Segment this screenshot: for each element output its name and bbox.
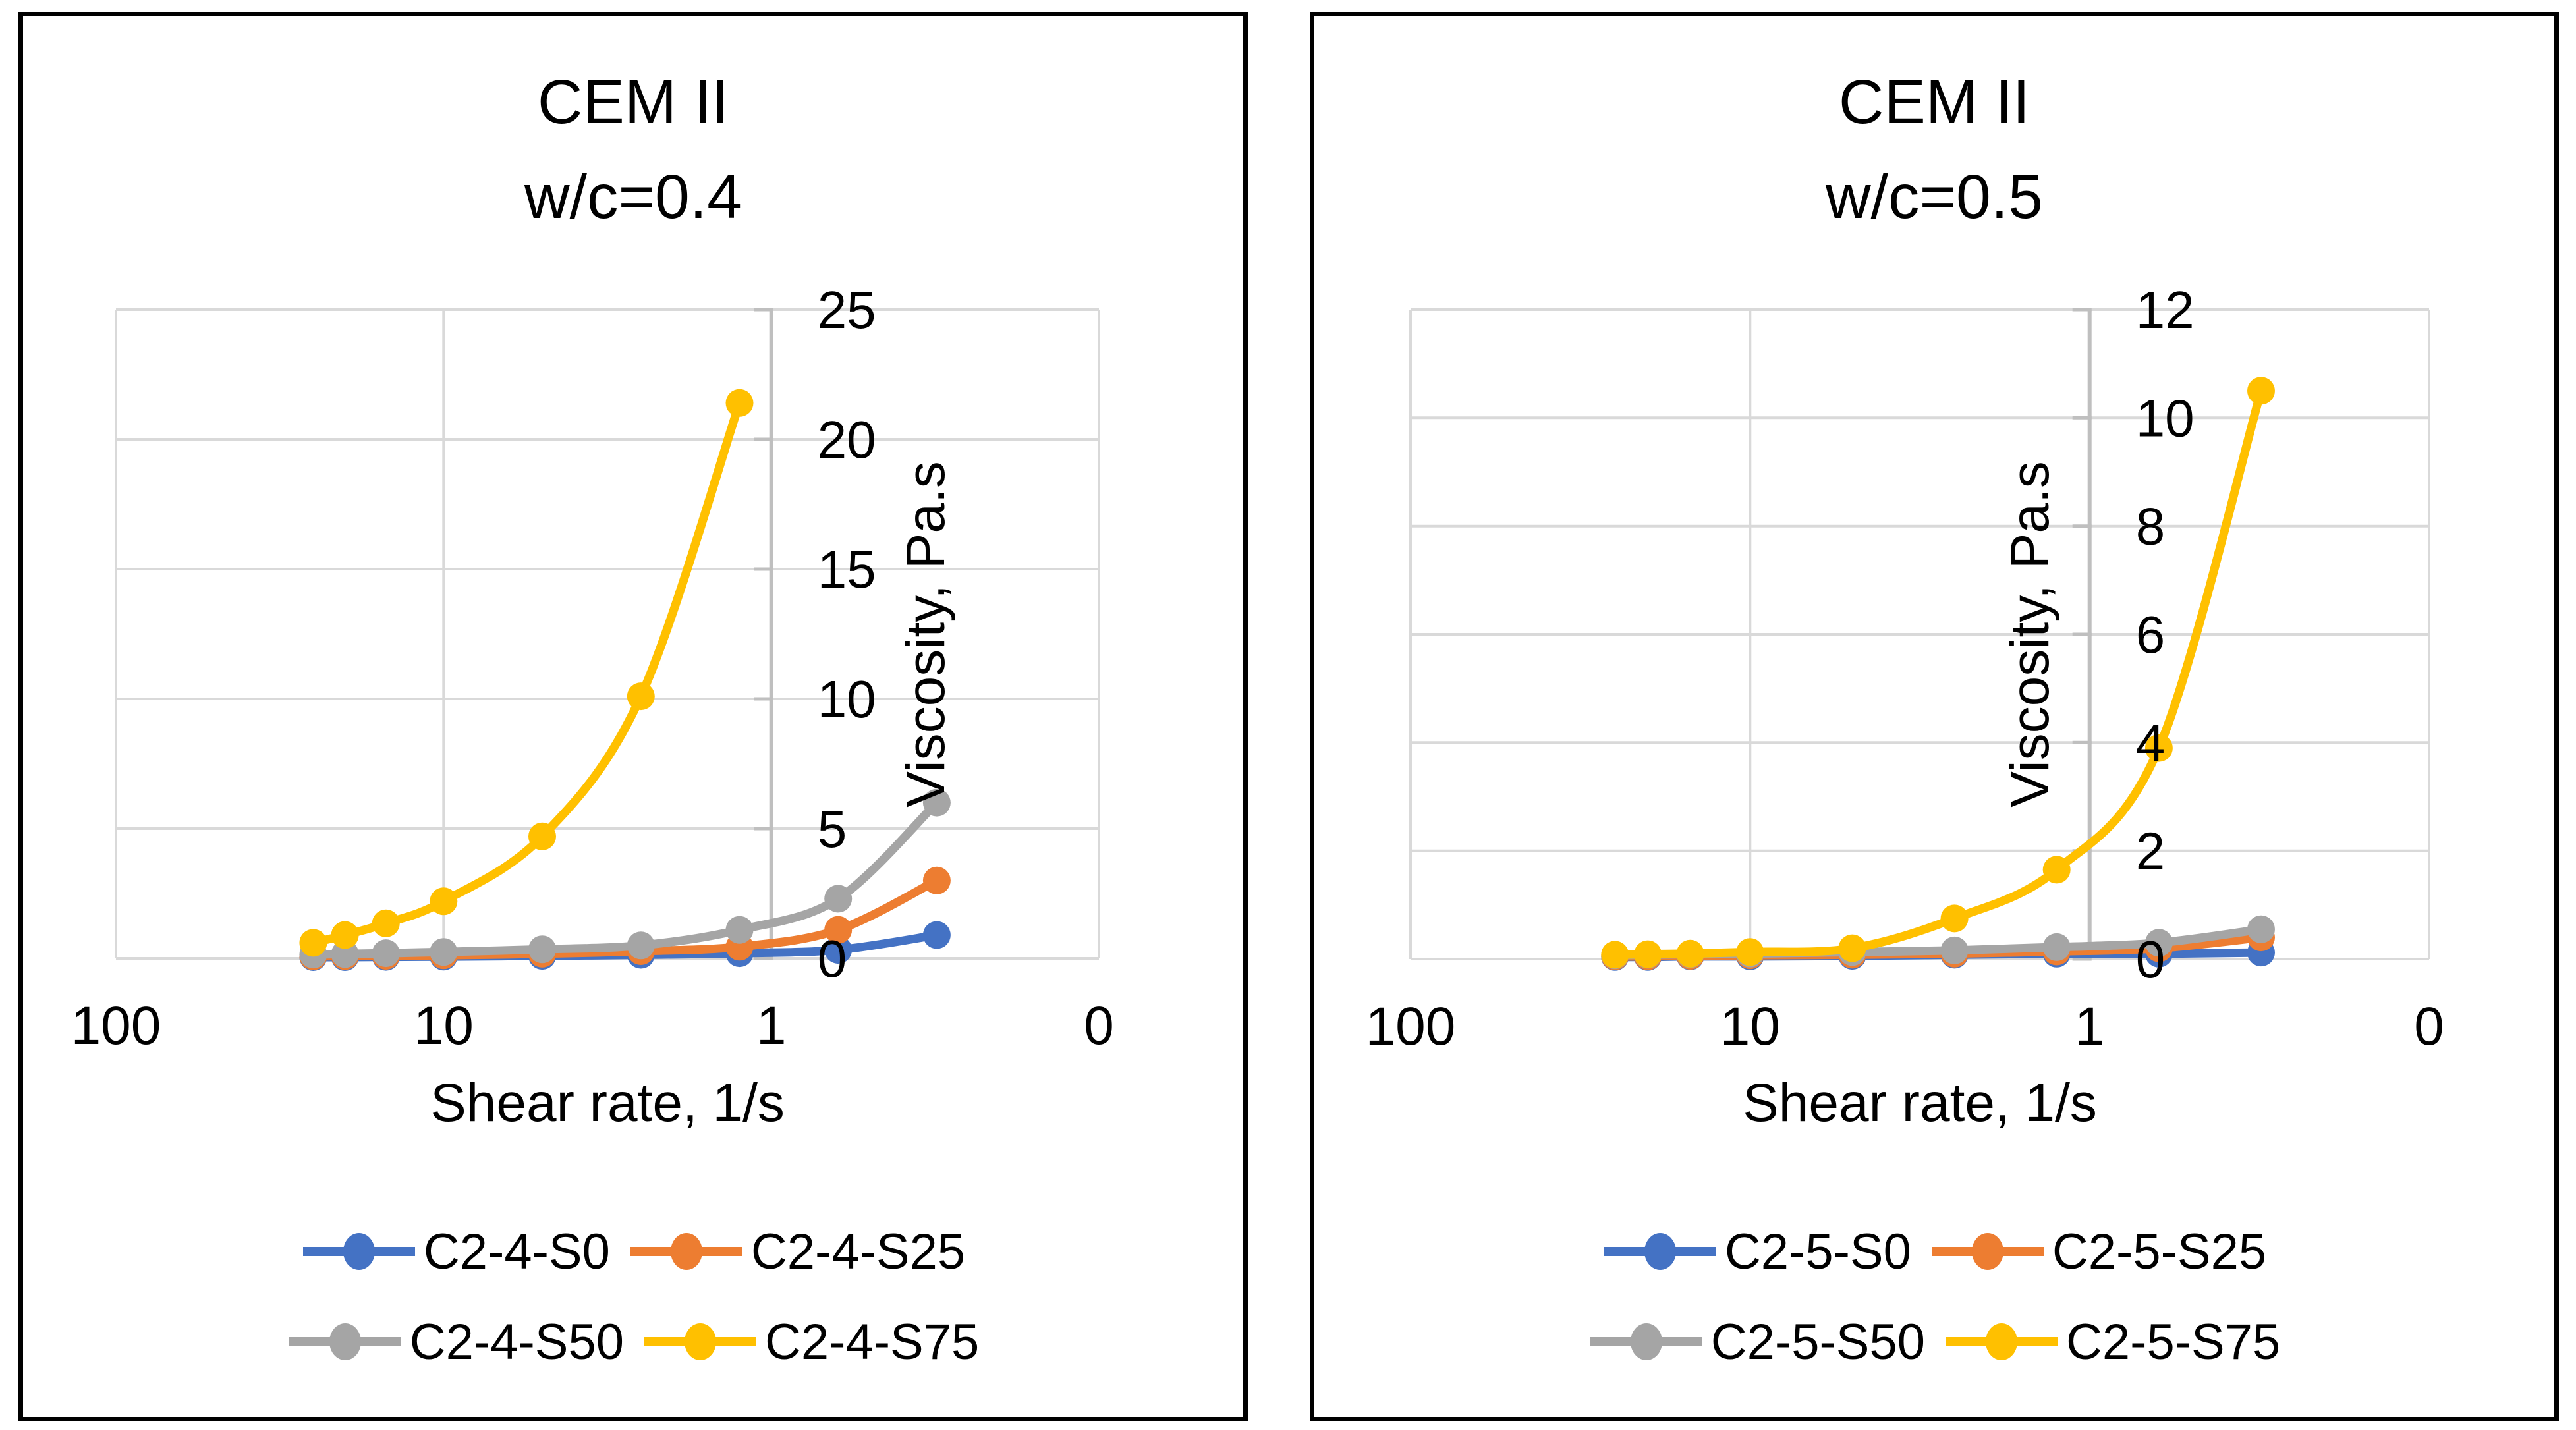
- legend-label: C2-5-S0: [1724, 1223, 1911, 1280]
- svg-text:12: 12: [2136, 281, 2195, 339]
- legend-item: C2-4-S25: [629, 1223, 965, 1280]
- svg-text:4: 4: [2136, 713, 2166, 772]
- svg-text:1: 1: [756, 996, 787, 1056]
- svg-text:6: 6: [2136, 605, 2166, 664]
- y-axis-line: [754, 308, 773, 960]
- legend-item: C2-4-S50: [287, 1313, 624, 1371]
- svg-text:8: 8: [2136, 497, 2166, 556]
- legend-row: C2-4-S0 C2-4-S25: [23, 1221, 1243, 1282]
- chart-panel-wc04: 25 20 15 10 5 0 100 10 1 0 CEM II w/c=0.4 Shear ra…: [18, 12, 1248, 1421]
- svg-text:10: 10: [414, 996, 474, 1056]
- svg-text:100: 100: [1366, 997, 1456, 1057]
- series-line-marker-icon: [1931, 1233, 2044, 1270]
- legend-row: C2-5-S50 C2-5-S75: [1314, 1311, 2554, 1372]
- y-axis-line: [2072, 308, 2092, 961]
- svg-text:0: 0: [818, 929, 847, 988]
- x-tick-labels: 100 10 1 0: [1366, 997, 2444, 1057]
- x-axis-title: Shear rate, 1/s: [430, 1073, 785, 1133]
- svg-text:1: 1: [2075, 997, 2105, 1057]
- legend-label: C2-4-S25: [750, 1223, 966, 1280]
- svg-text:100: 100: [71, 996, 161, 1056]
- series-C2-5-S75: [1601, 377, 2275, 969]
- svg-text:0: 0: [2136, 930, 2166, 989]
- y-tick-labels: 25 20 15 10 5 0: [818, 281, 876, 988]
- chart-title-line1: CEM II: [537, 67, 729, 137]
- chart-title-line2: w/c=0.5: [1825, 162, 2044, 232]
- chart-title-line1: CEM II: [1838, 67, 2030, 137]
- chart-title-line2: w/c=0.4: [524, 162, 742, 232]
- y-axis-title: Viscosity, Pa.s: [895, 460, 956, 808]
- series-C2-4-S50: [299, 788, 951, 969]
- legend-item: C2-4-S75: [642, 1313, 979, 1371]
- svg-text:20: 20: [818, 410, 876, 469]
- series-line-marker-icon: [1946, 1323, 2058, 1360]
- series-line-marker-icon: [644, 1323, 756, 1360]
- legend-item: C2-5-S25: [1930, 1223, 2266, 1280]
- legend-item: C2-4-S0: [301, 1223, 610, 1280]
- series-line-marker-icon: [1590, 1323, 1702, 1360]
- svg-text:25: 25: [818, 281, 876, 339]
- gridlines: [1409, 308, 2430, 960]
- x-tick-labels: 100 10 1 0: [71, 996, 1114, 1056]
- svg-text:10: 10: [1720, 997, 1780, 1057]
- legend-item: C2-5-S0: [1602, 1223, 1911, 1280]
- legend-label: C2-5-S50: [1710, 1313, 1925, 1370]
- svg-text:10: 10: [2136, 389, 2195, 447]
- legend-label: C2-4-S75: [765, 1313, 980, 1370]
- series-line-marker-icon: [302, 1233, 415, 1270]
- legend-item: C2-5-S50: [1588, 1313, 1925, 1371]
- y-axis-title: Viscosity, Pa.s: [2000, 461, 2060, 808]
- svg-text:15: 15: [818, 540, 876, 599]
- legend-row: C2-5-S0 C2-5-S25: [1314, 1221, 2554, 1282]
- chart-title: CEM II w/c=0.4: [23, 55, 1243, 244]
- legend-item: C2-5-S75: [1944, 1313, 2280, 1371]
- svg-text:5: 5: [818, 800, 847, 858]
- svg-text:0: 0: [1084, 996, 1114, 1056]
- y-tick-labels: 12 10 8 6 4 2 0: [2136, 281, 2195, 989]
- legend-label: C2-4-S0: [423, 1223, 610, 1280]
- series-line-marker-icon: [630, 1233, 742, 1270]
- legend-row: C2-4-S50 C2-4-S75: [23, 1311, 1243, 1372]
- chart-panel-wc05: 12 10 8 6 4 2 0 100 10 1 0 CEM II w/c=0.5 Shear rat…: [1310, 12, 2559, 1421]
- legend-label: C2-5-S75: [2066, 1313, 2281, 1370]
- svg-text:0: 0: [2414, 997, 2444, 1057]
- legend-label: C2-4-S50: [409, 1313, 624, 1370]
- x-axis-title: Shear rate, 1/s: [1743, 1073, 2097, 1133]
- legend-label: C2-5-S25: [2052, 1223, 2267, 1280]
- series-line-marker-icon: [1604, 1233, 1716, 1270]
- chart-title: CEM II w/c=0.5: [1314, 55, 2554, 244]
- series-C2-4-S75: [299, 389, 754, 957]
- svg-text:10: 10: [818, 670, 876, 729]
- svg-text:2: 2: [2136, 822, 2166, 881]
- series-line-marker-icon: [289, 1323, 401, 1360]
